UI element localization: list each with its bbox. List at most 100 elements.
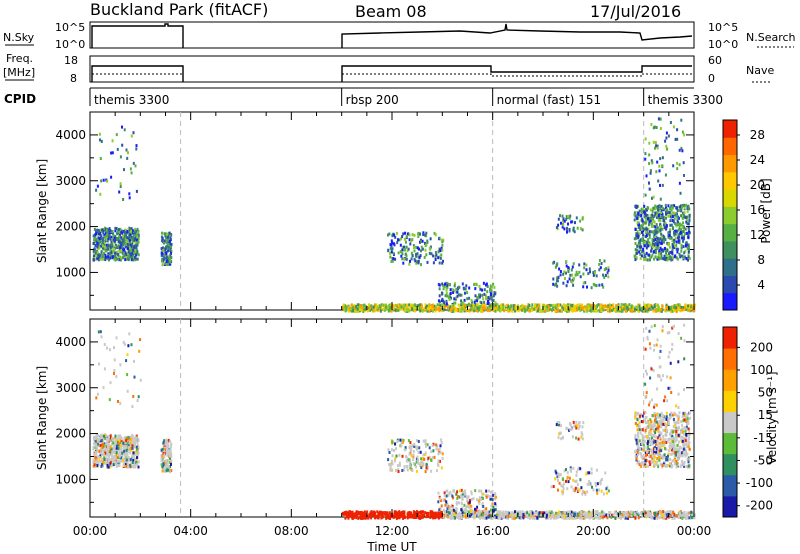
- scatter-cell: [436, 307, 439, 311]
- scatter-cell: [626, 516, 629, 520]
- scatter-cell: [484, 511, 487, 515]
- scatter-cell: [397, 303, 400, 307]
- scatter-cell: [397, 238, 399, 242]
- scatter-cell: [607, 268, 610, 272]
- scatter-cell: [123, 342, 126, 346]
- scatter-cell: [619, 513, 622, 516]
- scatter-cell: [588, 510, 591, 514]
- scatter-cell: [464, 291, 466, 295]
- scatter-cell: [494, 292, 497, 296]
- scatter-cell: [553, 303, 556, 307]
- scatter-cell: [642, 229, 644, 233]
- scatter-cell: [447, 296, 450, 300]
- scatter-cell: [110, 238, 113, 241]
- scatter-cell: [436, 303, 439, 307]
- scatter-cell: [439, 444, 442, 448]
- scatter-cell: [117, 255, 120, 259]
- scatter-cell: [461, 282, 464, 286]
- scatter-cell: [643, 309, 646, 313]
- scatter-cell: [641, 225, 644, 229]
- scatter-cell: [168, 245, 171, 249]
- scatter-cell: [165, 260, 168, 263]
- scatter-cell: [359, 308, 361, 312]
- scatter-cell: [473, 516, 476, 520]
- scatter-cell: [407, 439, 410, 443]
- scatter-cell: [561, 514, 564, 518]
- scatter-cell: [454, 282, 456, 286]
- scatter-cell: [619, 510, 622, 514]
- scatter-cell: [440, 238, 443, 242]
- scatter-cell: [572, 309, 575, 313]
- scatter-cell: [123, 449, 126, 453]
- scatter-cell: [552, 305, 555, 309]
- scatter-cell: [624, 305, 626, 309]
- scatter-cell: [408, 238, 411, 242]
- scatter-cell: [415, 253, 417, 256]
- scatter-cell: [552, 282, 555, 286]
- scatter-cell: [603, 276, 606, 279]
- scatter-cell: [526, 511, 529, 515]
- scatter-cell: [363, 303, 366, 307]
- scatter-cell: [602, 285, 605, 289]
- scatter-cell: [660, 248, 663, 252]
- scatter-cell: [492, 299, 495, 302]
- scatter-cell: [116, 257, 118, 261]
- scatter-cell: [160, 463, 163, 467]
- scatter-cell: [122, 251, 125, 255]
- scatter-cell: [369, 514, 372, 518]
- scatter-cell: [95, 257, 98, 261]
- scatter-cell: [442, 284, 445, 288]
- scatter-cell: [389, 465, 392, 469]
- scatter-cell: [499, 515, 502, 519]
- scatter-cell: [610, 308, 613, 312]
- scatter-cell: [491, 298, 494, 302]
- scatter-cell: [368, 308, 371, 312]
- scatter-cell: [642, 241, 645, 245]
- scatter-cell: [130, 134, 133, 138]
- scatter-cell: [426, 240, 429, 244]
- scatter-cell: [129, 457, 132, 461]
- scatter-cell: [567, 266, 570, 270]
- scatter-cell: [404, 252, 407, 256]
- scatter-cell: [654, 207, 657, 211]
- scatter-cell: [584, 281, 587, 285]
- scatter-cell: [169, 245, 172, 249]
- scatter-cell: [131, 252, 134, 256]
- scatter-cell: [109, 244, 112, 248]
- scatter-cell: [379, 510, 382, 514]
- scatter-cell: [161, 231, 163, 235]
- scatter-cell: [588, 267, 591, 271]
- scatter-cell: [554, 306, 557, 310]
- scatter-cell: [636, 232, 639, 236]
- scatter-cell: [658, 169, 661, 173]
- scatter-cell: [592, 271, 595, 275]
- scatter-cell: [93, 441, 96, 445]
- scatter-cell: [123, 460, 125, 464]
- scatter-cell: [519, 305, 522, 309]
- scatter-cell: [674, 137, 677, 141]
- scatter-cell: [656, 240, 659, 244]
- scatter-cell: [102, 444, 105, 448]
- scatter-cell: [470, 308, 473, 312]
- scatter-cell: [160, 459, 163, 462]
- scatter-cell: [650, 512, 652, 516]
- scatter-cell: [448, 298, 451, 301]
- scatter-cell: [634, 228, 637, 231]
- scatter-cell: [434, 251, 437, 254]
- scatter-cell: [400, 444, 403, 448]
- scatter-cell: [663, 221, 666, 224]
- nsearch-tick-low: 10^0: [708, 38, 738, 51]
- scatter-cell: [660, 309, 663, 313]
- scatter-cell: [416, 246, 419, 250]
- scatter-cell: [598, 268, 601, 272]
- scatter-cell: [134, 256, 136, 260]
- scatter-cell: [430, 450, 433, 454]
- scatter-cell: [669, 214, 672, 218]
- nsearch-label: N.Search: [746, 31, 796, 44]
- scatter-cell: [597, 303, 600, 307]
- scatter-cell: [355, 305, 358, 308]
- scatter-cell: [93, 451, 96, 455]
- scatter-cell: [415, 460, 418, 464]
- scatter-cell: [400, 307, 402, 311]
